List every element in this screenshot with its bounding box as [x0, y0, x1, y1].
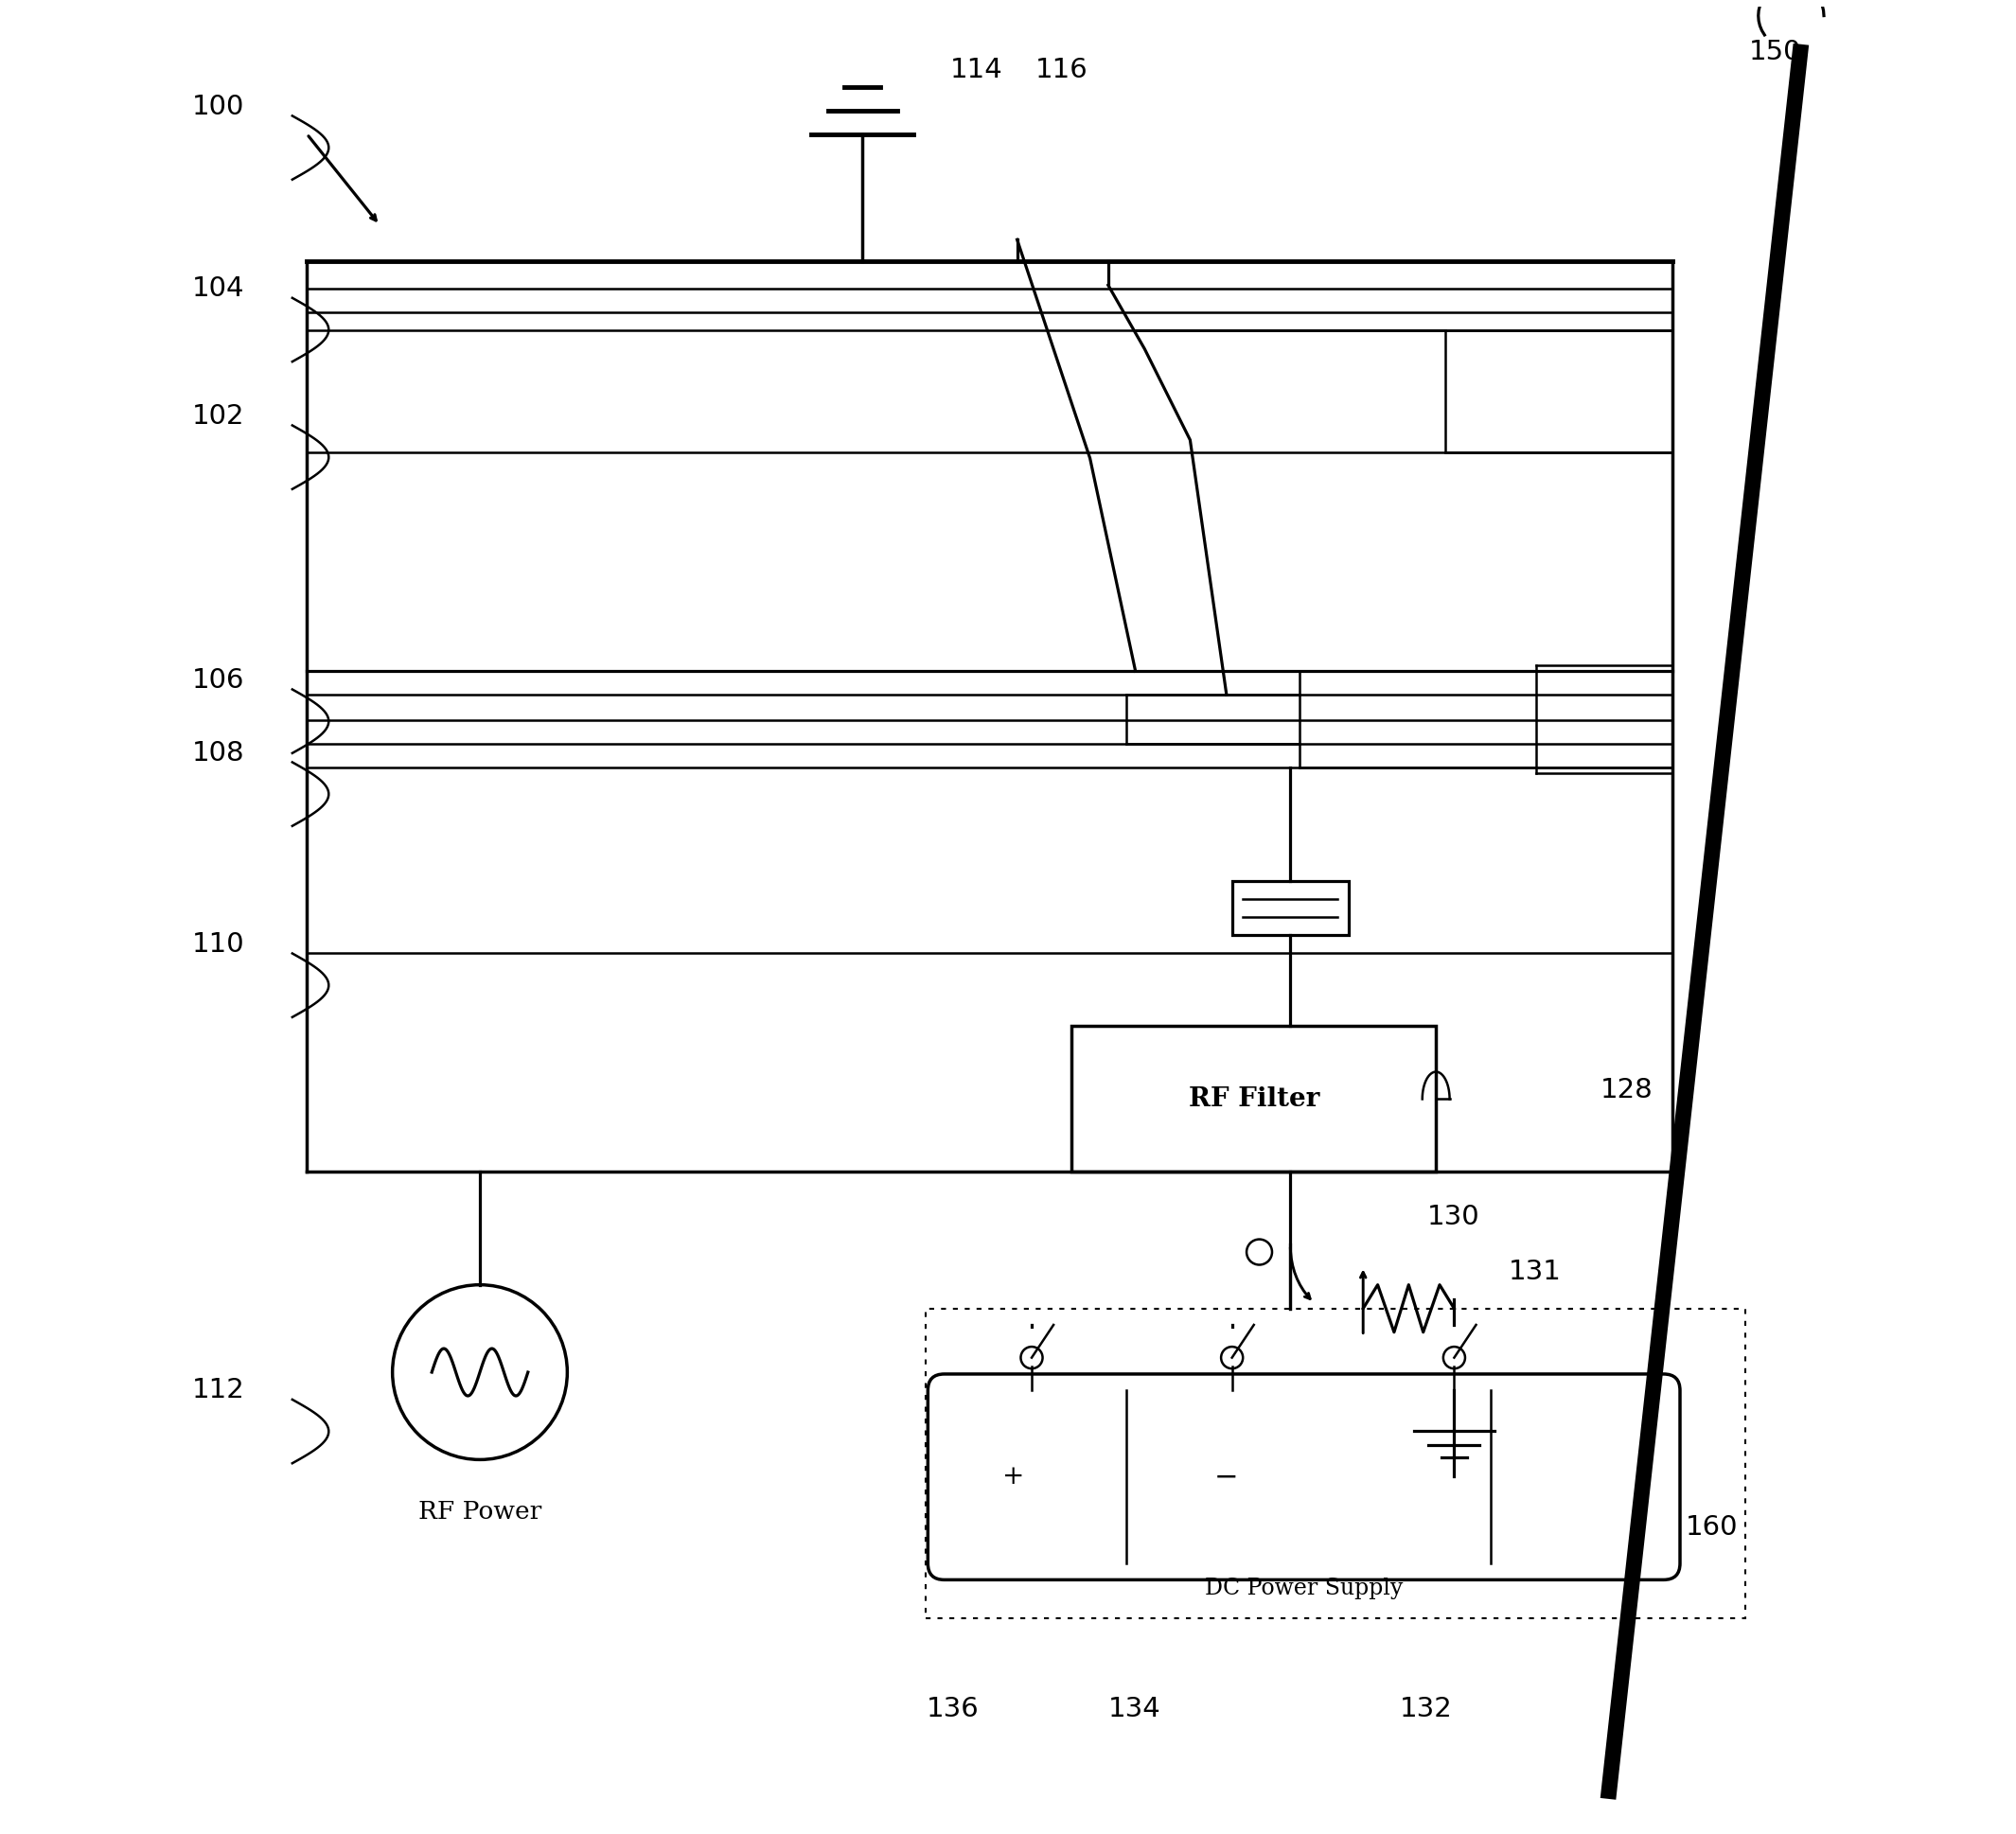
Text: RF Filter: RF Filter — [1187, 1086, 1318, 1111]
Text: 108: 108 — [192, 739, 244, 767]
Bar — [1073, 1027, 1435, 1172]
Text: 114: 114 — [950, 57, 1002, 84]
Text: 130: 130 — [1427, 1205, 1480, 1231]
Text: 131: 131 — [1508, 1258, 1562, 1286]
Text: 110: 110 — [192, 932, 244, 957]
Text: 150: 150 — [1750, 39, 1802, 66]
Text: −: − — [1214, 1462, 1238, 1491]
Text: 136: 136 — [925, 1696, 980, 1722]
Text: 102: 102 — [192, 403, 244, 429]
Text: 160: 160 — [1685, 1513, 1738, 1541]
Bar — [1232, 880, 1349, 935]
Text: 100: 100 — [192, 94, 244, 119]
Text: 104: 104 — [192, 275, 244, 303]
Text: 116: 116 — [1036, 57, 1089, 84]
Text: 134: 134 — [1109, 1696, 1161, 1722]
Text: RF Power: RF Power — [417, 1500, 542, 1524]
Text: 106: 106 — [192, 668, 244, 693]
Text: +: + — [1002, 1464, 1024, 1489]
Text: 132: 132 — [1399, 1696, 1452, 1722]
Text: 112: 112 — [192, 1377, 244, 1403]
Text: DC Power Supply: DC Power Supply — [1206, 1577, 1403, 1599]
Text: 128: 128 — [1601, 1077, 1653, 1104]
FancyBboxPatch shape — [927, 1374, 1679, 1579]
Bar — [925, 1308, 1746, 1618]
